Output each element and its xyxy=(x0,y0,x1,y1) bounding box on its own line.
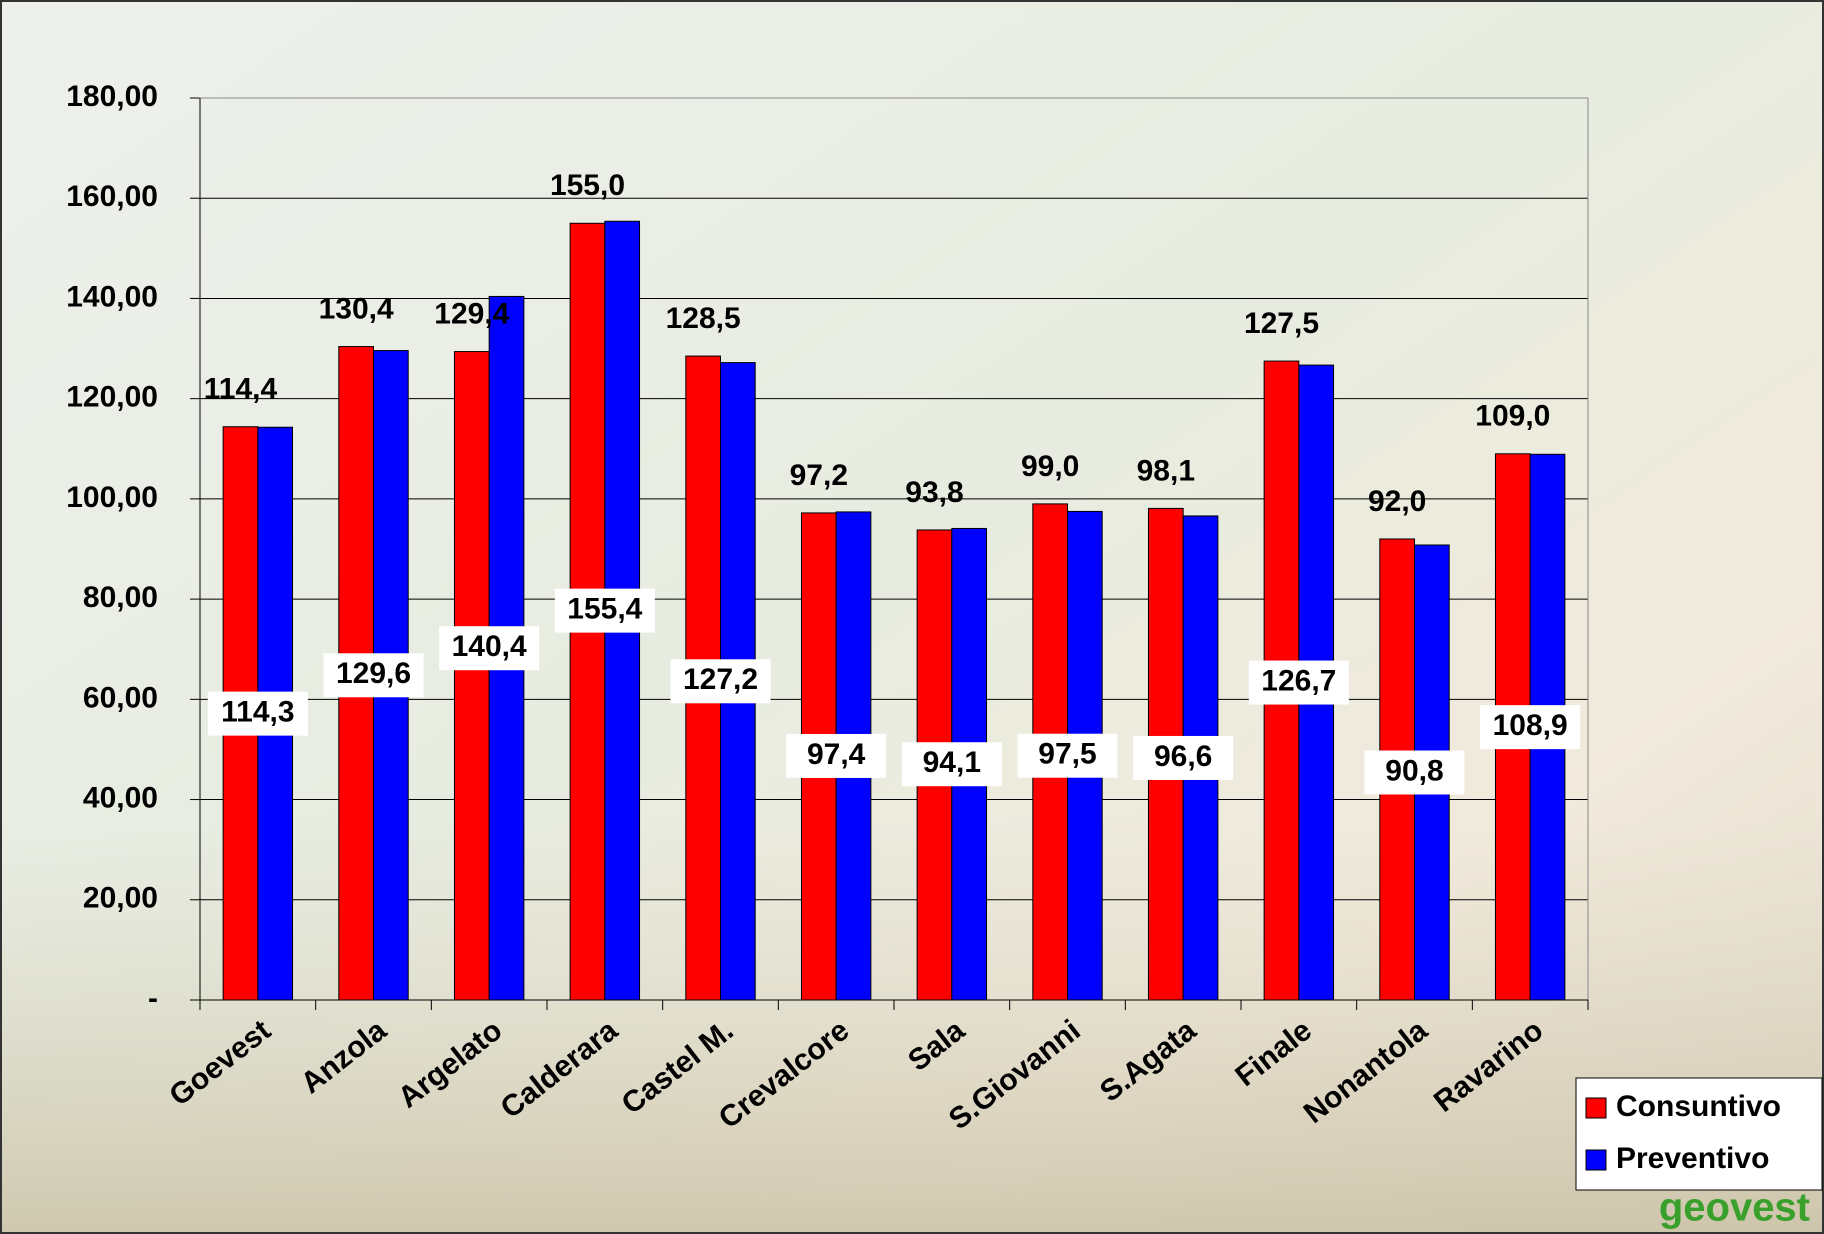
data-label: 155,0 xyxy=(550,169,625,202)
legend-swatch xyxy=(1586,1098,1606,1118)
data-label: 90,8 xyxy=(1385,754,1443,787)
data-label: 97,2 xyxy=(790,459,848,492)
data-label: 129,6 xyxy=(336,657,411,690)
y-tick-label: 100,00 xyxy=(66,481,158,514)
y-tick-label: - xyxy=(148,982,158,1015)
data-label: 92,0 xyxy=(1368,485,1426,518)
y-tick-label: 120,00 xyxy=(66,381,158,414)
y-tick-label: 140,00 xyxy=(66,280,158,313)
y-tick-label: 80,00 xyxy=(83,581,158,614)
data-label: 99,0 xyxy=(1021,450,1079,483)
data-label: 109,0 xyxy=(1475,400,1550,433)
data-label: 130,4 xyxy=(319,292,394,325)
data-label: 108,9 xyxy=(1493,709,1568,742)
chart: - 20,00 40,00 60,00 80,00 100,00 120,00 140,00 1… xyxy=(0,0,1824,1234)
data-label: 140,4 xyxy=(452,630,527,663)
data-label: 114,4 xyxy=(204,373,278,406)
data-label: 114,3 xyxy=(221,696,294,729)
data-label: 128,5 xyxy=(666,302,741,335)
data-label: 129,4 xyxy=(434,297,509,330)
y-tick-label: 60,00 xyxy=(83,681,158,714)
data-label: 127,5 xyxy=(1244,307,1319,340)
data-label: 97,4 xyxy=(807,738,866,771)
data-label: 96,6 xyxy=(1154,740,1212,773)
data-label: 127,2 xyxy=(683,663,758,696)
bar xyxy=(454,352,489,1000)
y-tick-label: 40,00 xyxy=(83,781,158,814)
data-label: 97,5 xyxy=(1038,738,1096,771)
legend-swatch xyxy=(1586,1150,1606,1170)
legend-label: Consuntivo xyxy=(1616,1090,1781,1123)
y-tick-label: 180,00 xyxy=(66,80,158,113)
data-label: 98,1 xyxy=(1137,454,1195,487)
data-label: 93,8 xyxy=(905,476,963,509)
data-label: 126,7 xyxy=(1261,664,1336,697)
logo: geovest xyxy=(1659,1186,1810,1230)
data-label: 155,4 xyxy=(567,593,642,626)
legend-label: Preventivo xyxy=(1616,1142,1769,1175)
y-tick-label: 160,00 xyxy=(66,180,158,213)
y-tick-label: 20,00 xyxy=(83,882,158,915)
data-label: 94,1 xyxy=(923,746,981,779)
